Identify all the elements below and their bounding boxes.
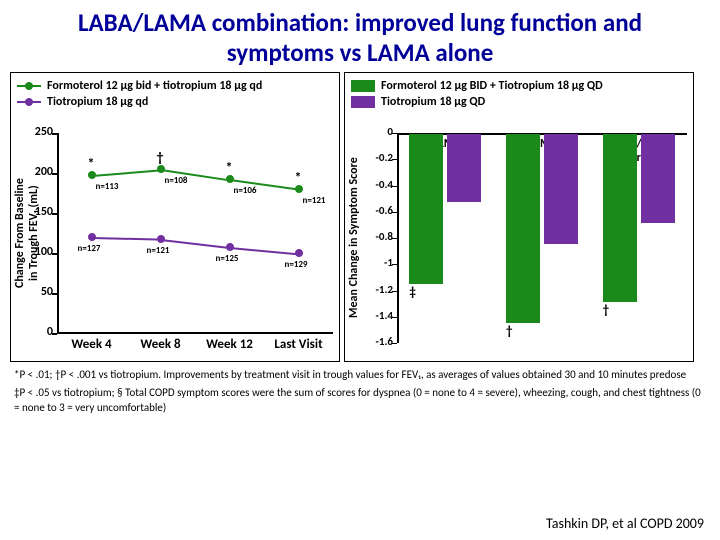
significance-marker: ‡ — [409, 285, 415, 300]
footnote-1: *P < .01; †P < .001 vs tiotropium. Impro… — [14, 368, 706, 382]
left-legend-0: Formoterol 12 µg bid + tiotropium 18 µg … — [17, 79, 333, 93]
ytick-label: -1.4 — [361, 309, 393, 322]
charts-row: Formoterol 12 µg bid + tiotropium 18 µg … — [0, 72, 720, 362]
significance-marker: † — [506, 324, 512, 339]
bar — [447, 134, 481, 202]
ytick-label: 50 — [23, 285, 53, 299]
legend-label: Formoterol 12 µg BID + Tiotropium 18 µg … — [381, 79, 603, 93]
ytick — [52, 133, 57, 135]
significance-marker: * — [88, 155, 95, 172]
xcat-label: Week 4 — [58, 337, 126, 352]
ytick-label: 200 — [23, 165, 53, 179]
bar — [544, 134, 578, 244]
significance-marker: * — [295, 169, 302, 186]
line-segment — [160, 239, 229, 249]
citation: Tashkin DP, et al COPD 2009 — [546, 515, 704, 532]
n-label: n=121 — [303, 195, 326, 206]
ytick — [392, 212, 397, 213]
ytick — [392, 133, 397, 134]
ytick-label: -0.8 — [361, 230, 393, 243]
ytick — [52, 173, 57, 175]
line-segment — [91, 169, 160, 177]
ytick-label: -1.2 — [361, 283, 393, 296]
slide-title: LABA/LAMA combination: improved lung fun… — [0, 0, 720, 72]
data-point — [226, 243, 234, 251]
bar — [641, 134, 675, 223]
y-axis-line — [57, 133, 59, 333]
ytick-label: -0.6 — [361, 204, 393, 217]
n-label: n=121 — [147, 245, 170, 256]
bar — [506, 134, 540, 323]
line-segment — [91, 237, 160, 241]
legend-label: Tiotropium 18 µg qd — [47, 95, 148, 109]
n-label: n=129 — [285, 259, 308, 270]
right-y-axis-label: Mean Change in Symptom Score — [347, 143, 361, 333]
ytick — [392, 238, 397, 239]
right-plot-area: 0-0.2-0.4-0.6-0.8-1-1.2-1.4-1.6AM‡PM†AM/… — [397, 133, 687, 343]
line-segment — [229, 247, 298, 255]
legend-swatch-icon — [351, 80, 375, 92]
bar — [603, 134, 637, 302]
ytick-label: 250 — [23, 125, 53, 139]
significance-marker: * — [226, 159, 233, 176]
n-label: n=108 — [165, 175, 188, 186]
right-chart: Formoterol 12 µg BID + Tiotropium 18 µg … — [344, 72, 694, 362]
significance-marker: † — [603, 303, 609, 318]
footnotes: *P < .01; †P < .001 vs tiotropium. Impro… — [0, 362, 720, 415]
ytick-label: -0.2 — [361, 151, 393, 164]
ytick-label: -1.6 — [361, 335, 393, 348]
n-label: n=127 — [78, 243, 101, 254]
legend-swatch-icon — [351, 96, 375, 108]
legend-label: Formoterol 12 µg bid + tiotropium 18 µg … — [47, 79, 262, 93]
ytick-label: 0 — [361, 125, 393, 138]
ytick — [392, 186, 397, 187]
data-point — [88, 233, 96, 241]
data-point — [295, 185, 303, 193]
ytick-label: -1 — [361, 256, 393, 269]
ytick — [392, 343, 397, 344]
legend-label: Tiotropium 18 µg QD — [381, 95, 485, 109]
n-label: n=113 — [96, 181, 119, 192]
left-legend-1: Tiotropium 18 µg qd — [17, 95, 333, 109]
right-legend-1: Tiotropium 18 µg QD — [351, 95, 687, 109]
y-axis-line — [397, 133, 399, 343]
left-plot-area: 050100150200250Week 4Week 8Week 12Last V… — [57, 133, 333, 333]
xcat-label: Week 12 — [196, 337, 264, 352]
ytick-label: 0 — [23, 325, 53, 339]
ytick — [392, 291, 397, 292]
ytick — [52, 293, 57, 295]
ytick — [392, 317, 397, 318]
xcat-label: Last Visit — [265, 337, 333, 352]
right-legend-0: Formoterol 12 µg BID + Tiotropium 18 µg … — [351, 79, 687, 93]
data-point — [295, 249, 303, 257]
n-label: n=125 — [216, 253, 239, 264]
ytick — [52, 213, 57, 215]
data-point — [157, 235, 165, 243]
ytick — [52, 253, 57, 255]
ytick — [392, 264, 397, 265]
data-point — [88, 171, 96, 179]
xcat-label: Week 8 — [127, 337, 195, 352]
left-chart: Formoterol 12 µg bid + tiotropium 18 µg … — [10, 72, 340, 362]
x-axis-line — [57, 332, 333, 334]
ytick — [392, 159, 397, 160]
data-point — [157, 165, 165, 173]
ytick — [52, 333, 57, 335]
legend-marker-icon — [17, 85, 41, 87]
n-label: n=106 — [234, 185, 257, 196]
bar — [409, 134, 443, 284]
ytick-label: 100 — [23, 245, 53, 259]
legend-marker-icon — [17, 101, 41, 103]
ytick-label: 150 — [23, 205, 53, 219]
ytick-label: -0.4 — [361, 178, 393, 191]
footnote-2: ‡P < .05 vs tiotropium; § Total COPD sym… — [14, 386, 706, 415]
significance-marker: † — [157, 149, 164, 166]
data-point — [226, 175, 234, 183]
